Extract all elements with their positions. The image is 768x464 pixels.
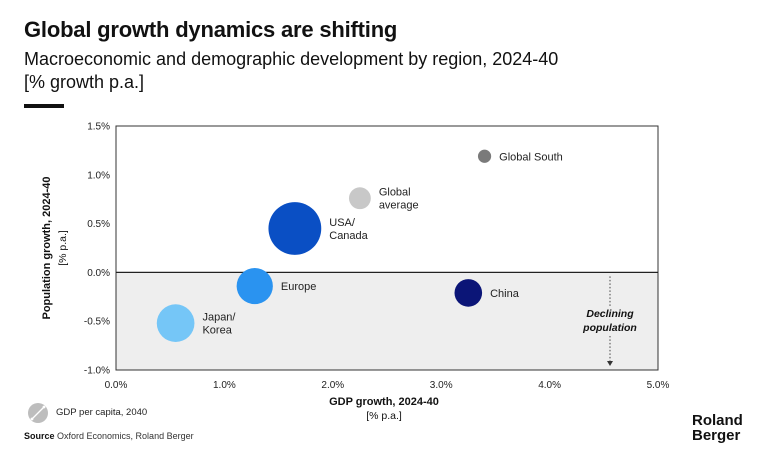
bubble-usa-canada	[268, 202, 322, 255]
y-tick-label: 0.0%	[87, 268, 110, 279]
bubble-label: Global South	[499, 151, 563, 163]
bubble-global-average	[348, 187, 371, 210]
x-axis-title: GDP growth, 2024-40	[329, 396, 439, 408]
bubble-label: Europe	[281, 281, 316, 293]
brand-line-1: Roland	[692, 412, 743, 429]
x-axis-unit: [% p.a.]	[366, 410, 402, 422]
bubble-japan-korea	[156, 304, 195, 342]
size-legend-label: GDP per capita, 2040	[56, 407, 148, 418]
chart-title: Global growth dynamics are shifting	[24, 17, 398, 42]
negative-region-shading	[116, 272, 658, 370]
chart-subtitle: Macroeconomic and demographic developmen…	[24, 49, 559, 69]
bubble-label: average	[379, 200, 419, 212]
bubble-label: Global	[379, 187, 411, 199]
plot-frame	[115, 125, 659, 371]
bubble-label: Japan/	[202, 312, 236, 324]
bubble-china	[454, 279, 483, 307]
y-tick-label: -0.5%	[84, 317, 110, 328]
y-tick-label: 1.5%	[87, 122, 110, 133]
chart-unit: [% growth p.a.]	[24, 72, 145, 92]
x-tick-label: 4.0%	[538, 380, 561, 391]
x-tick-label: 2.0%	[321, 380, 344, 391]
x-tick-label: 3.0%	[430, 380, 453, 391]
y-axis-unit: [% p.a.]	[57, 230, 69, 266]
size-legend-arrow-end	[30, 417, 34, 421]
bubble-global-south	[477, 149, 492, 163]
source-label: Source	[24, 431, 55, 441]
annotation-line-1: Declining	[586, 308, 634, 320]
x-tick-label: 1.0%	[213, 380, 236, 391]
y-tick-label: 1.0%	[87, 170, 110, 181]
brand-logo: Roland Berger	[692, 413, 743, 443]
bubble-label: China	[490, 288, 520, 300]
y-tick-label: 0.5%	[87, 219, 110, 230]
bubble-label: Korea	[202, 325, 232, 337]
y-axis-title: Population growth, 2024-40	[41, 176, 53, 319]
bubble-europe	[236, 267, 273, 305]
bubble-label: USA/	[329, 217, 356, 229]
declining-arrow-head	[607, 361, 613, 366]
bubble-label: Canada	[329, 230, 368, 242]
annotation-line-2: population	[582, 322, 637, 334]
source-note: Source Oxford Economics, Roland Berger	[24, 431, 194, 441]
source-text: Oxford Economics, Roland Berger	[57, 431, 194, 441]
y-tick-label: -1.0%	[84, 366, 110, 377]
size-legend-arrow	[31, 406, 45, 420]
annotation-bg	[578, 306, 642, 336]
x-tick-label: 0.0%	[105, 380, 128, 391]
x-tick-label: 5.0%	[647, 380, 670, 391]
title-rule	[24, 104, 64, 108]
size-legend-arrow-end	[42, 405, 46, 409]
brand-line-2: Berger	[692, 427, 741, 444]
